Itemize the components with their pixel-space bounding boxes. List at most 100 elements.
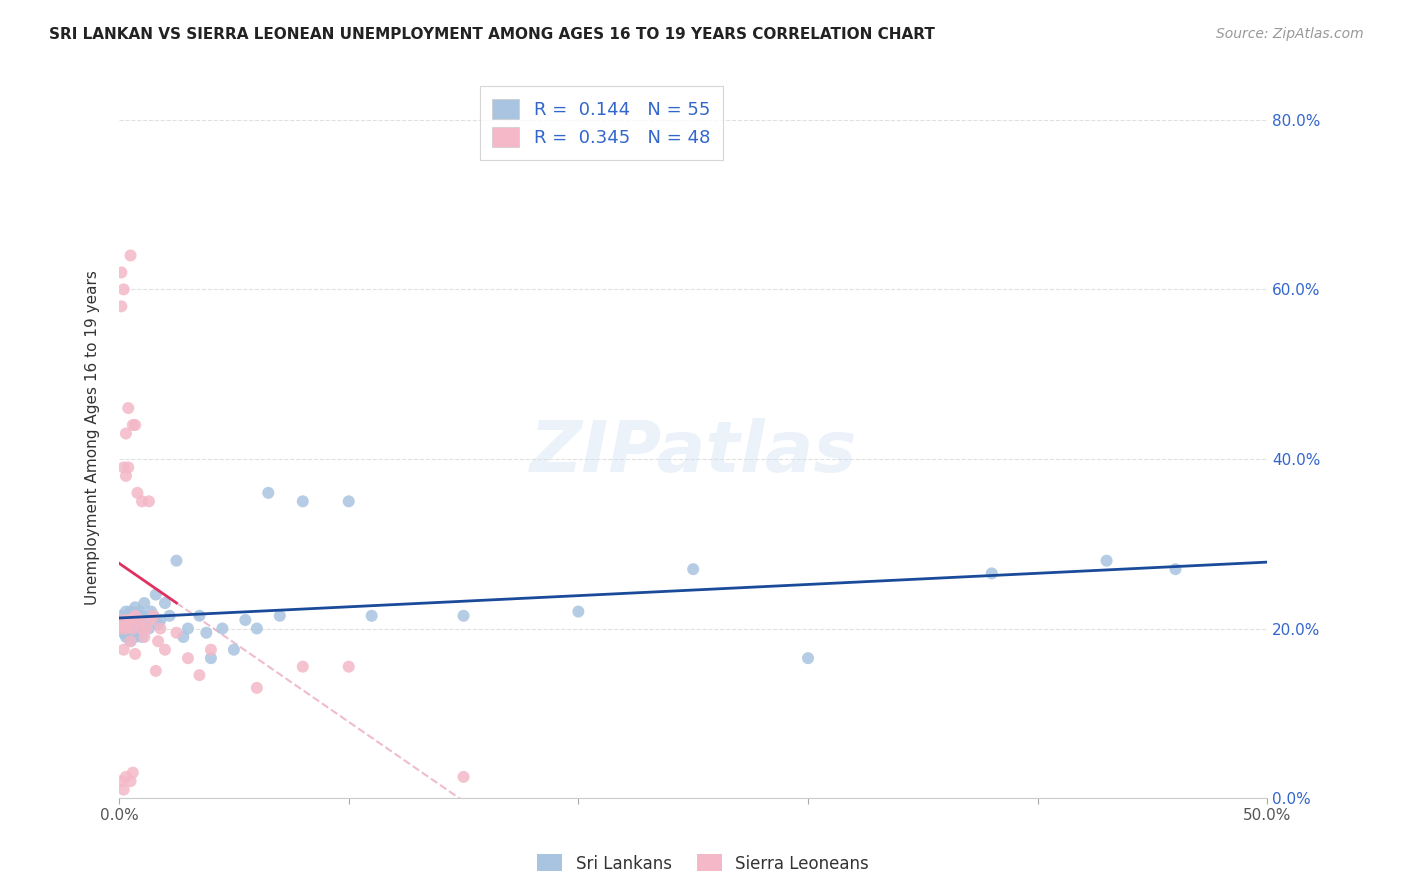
Point (146, 634, 169, 648)
Text: SRI LANKAN VS SIERRA LEONEAN UNEMPLOYMENT AMONG AGES 16 TO 19 YEARS CORRELATION : SRI LANKAN VS SIERRA LEONEAN UNEMPLOYMEN… (49, 27, 935, 42)
Point (120, 605, 142, 619)
Point (117, 401, 139, 415)
Point (112, 460, 135, 475)
Point (149, 613, 172, 627)
Point (980, 566, 1002, 581)
Text: ZIPatlas: ZIPatlas (530, 417, 856, 487)
Point (117, 460, 139, 475)
Y-axis label: Unemployment Among Ages 16 to 19 years: Unemployment Among Ages 16 to 19 years (86, 270, 100, 605)
Point (110, 608, 132, 623)
Point (112, 613, 135, 627)
Point (124, 600, 146, 615)
Point (120, 613, 142, 627)
Point (128, 613, 150, 627)
Point (172, 630, 194, 644)
Point (246, 622, 269, 636)
Point (124, 417, 146, 432)
Point (682, 562, 704, 576)
Point (120, 634, 142, 648)
Point (115, 605, 138, 619)
Point (117, 613, 139, 627)
Point (120, 248, 142, 262)
Point (567, 605, 589, 619)
Point (115, 469, 138, 483)
Point (112, 782, 135, 797)
Point (177, 622, 200, 636)
Point (138, 622, 160, 636)
Point (337, 659, 360, 673)
Point (110, 622, 132, 636)
Point (211, 622, 233, 636)
Point (115, 630, 138, 644)
Point (188, 608, 211, 623)
Point (142, 608, 165, 623)
Point (360, 608, 382, 623)
Point (200, 651, 222, 665)
Point (112, 625, 135, 640)
Point (110, 265, 132, 279)
Point (153, 596, 176, 610)
Point (121, 622, 143, 636)
Text: Source: ZipAtlas.com: Source: ZipAtlas.com (1216, 27, 1364, 41)
Point (200, 642, 222, 657)
Point (166, 554, 188, 568)
Point (124, 647, 146, 661)
Point (110, 774, 132, 789)
Point (127, 608, 149, 623)
Point (127, 613, 149, 627)
Point (246, 681, 269, 695)
Point (131, 494, 153, 508)
Point (222, 642, 245, 657)
Point (337, 494, 360, 508)
Point (112, 282, 135, 296)
Point (112, 613, 135, 627)
Point (141, 613, 163, 627)
Point (195, 625, 218, 640)
Point (166, 625, 188, 640)
Point (135, 613, 157, 627)
Point (453, 608, 475, 623)
Point (128, 622, 150, 636)
Point (797, 651, 820, 665)
Point (127, 625, 149, 640)
Point (141, 605, 163, 619)
Point (117, 622, 139, 636)
Point (145, 664, 167, 678)
Point (135, 622, 157, 636)
Point (235, 613, 257, 627)
Point (291, 494, 314, 508)
Point (453, 770, 475, 784)
Point (138, 494, 160, 508)
Point (131, 630, 153, 644)
Point (121, 765, 143, 780)
Legend: R =  0.144   N = 55, R =  0.345   N = 48: R = 0.144 N = 55, R = 0.345 N = 48 (479, 87, 723, 160)
Point (131, 608, 153, 623)
Point (120, 617, 142, 632)
Point (120, 634, 142, 648)
Point (124, 630, 146, 644)
Point (131, 622, 153, 636)
Point (134, 596, 156, 610)
Point (110, 299, 132, 313)
Point (124, 613, 146, 627)
Point (115, 426, 138, 441)
Point (115, 622, 138, 636)
Point (145, 588, 167, 602)
Point (159, 608, 181, 623)
Point (115, 617, 138, 632)
Point (121, 608, 143, 623)
Point (291, 659, 314, 673)
Point (142, 608, 165, 623)
Point (149, 622, 172, 636)
Point (117, 608, 139, 623)
Point (1095, 554, 1118, 568)
Point (120, 774, 142, 789)
Point (115, 770, 138, 784)
Point (128, 605, 150, 619)
Point (134, 630, 156, 644)
Point (153, 642, 176, 657)
Point (146, 617, 169, 632)
Point (121, 417, 143, 432)
Point (112, 642, 135, 657)
Point (121, 622, 143, 636)
